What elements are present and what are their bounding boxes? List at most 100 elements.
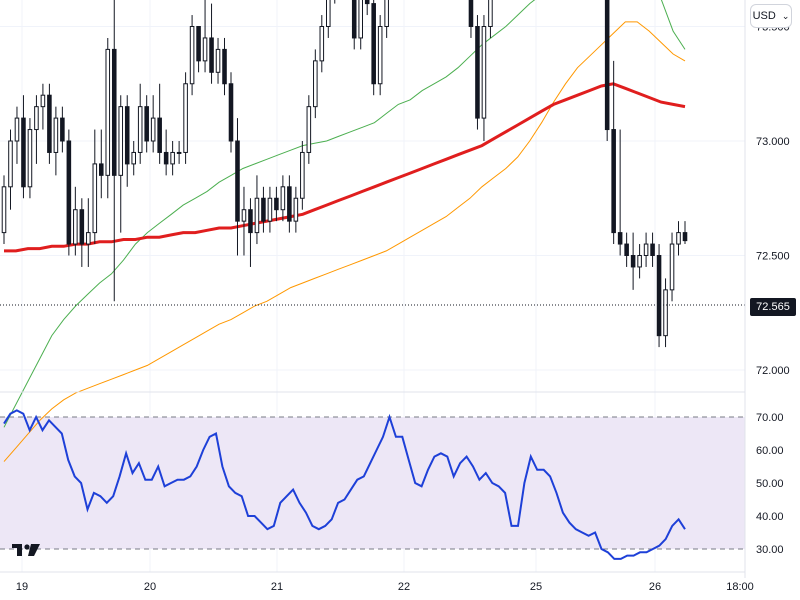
candle — [351, 0, 357, 50]
ma-mid-line — [3, 21, 686, 462]
currency-label: USD — [752, 10, 776, 22]
candle — [669, 232, 675, 302]
price-tick-label: 72.500 — [756, 251, 790, 263]
candle — [630, 232, 636, 290]
time-tick-label: 22 — [398, 581, 410, 593]
candle — [131, 141, 136, 176]
time-axis: 19 20 21 22 25 26 18:00 — [16, 581, 754, 593]
candle — [176, 141, 182, 164]
candle — [111, 0, 117, 302]
candle — [209, 3, 214, 84]
candle — [676, 221, 681, 256]
candle — [293, 186, 299, 233]
candle — [79, 198, 85, 267]
candle — [624, 232, 629, 267]
ma-slow-line — [4, 82, 686, 253]
candle — [163, 129, 169, 176]
candle — [371, 0, 376, 96]
rsi-axis: 70.00 60.00 50.00 40.00 30.00 — [756, 412, 784, 556]
last-price-tag: 72.565 — [750, 298, 796, 316]
candle — [124, 95, 130, 187]
candle — [604, 0, 610, 141]
candle — [21, 95, 26, 199]
candle — [235, 118, 240, 256]
time-tick-label: 26 — [649, 581, 661, 593]
candle — [481, 15, 487, 141]
time-tick-label: 18:00 — [726, 581, 754, 593]
candle — [241, 186, 247, 256]
candle — [248, 198, 253, 267]
price-tick-label: 73.000 — [756, 136, 790, 148]
candle — [254, 175, 260, 245]
price-tick-label: 72.000 — [756, 365, 790, 377]
chevron-down-icon: ⌄ — [781, 10, 790, 21]
rsi-tick-label: 40.00 — [756, 511, 784, 523]
candle — [663, 278, 668, 348]
candle — [274, 186, 279, 222]
candle — [157, 83, 162, 164]
candle — [267, 186, 273, 233]
rsi-tick-label: 30.00 — [756, 544, 784, 556]
rsi-bound-lines — [0, 416, 745, 550]
time-tick-label: 21 — [271, 581, 283, 593]
time-tick-label: 25 — [530, 581, 542, 593]
candle — [40, 83, 46, 130]
candle — [287, 175, 292, 233]
candle — [364, 0, 370, 16]
rsi-series — [3, 409, 686, 560]
rsi-tick-label: 60.00 — [756, 445, 784, 457]
ma-fast-line — [3, 0, 686, 428]
candle — [189, 15, 195, 96]
candle — [27, 118, 33, 199]
candle — [313, 49, 318, 119]
currency-selector-button[interactable]: USD ⌄ — [750, 4, 792, 28]
candle — [656, 244, 662, 348]
candle — [384, 0, 389, 38]
candle — [118, 95, 124, 233]
rsi-band — [0, 417, 745, 549]
rsi-tick-label: 70.00 — [756, 412, 784, 424]
candle — [637, 244, 642, 279]
candle — [326, 0, 331, 38]
candle — [377, 15, 383, 96]
candle — [73, 186, 78, 256]
candle — [617, 129, 623, 256]
time-tick-label: 20 — [144, 581, 156, 593]
candle — [488, 0, 493, 38]
candle — [682, 221, 688, 245]
candle — [475, 15, 480, 130]
candle — [34, 95, 39, 164]
candle — [215, 37, 221, 84]
candle — [66, 129, 72, 256]
candle — [306, 95, 312, 164]
candle — [170, 141, 175, 176]
candle — [86, 198, 91, 267]
candle — [137, 83, 143, 164]
candle — [611, 60, 616, 245]
candle — [92, 129, 98, 245]
candle — [650, 232, 655, 267]
candle — [300, 141, 305, 210]
tradingview-logo-icon — [12, 544, 40, 556]
candle — [60, 106, 65, 153]
candle — [8, 129, 13, 210]
candle — [222, 37, 227, 96]
candle — [99, 129, 104, 199]
candle — [280, 175, 286, 222]
candle — [261, 186, 266, 233]
moving-averages — [3, 0, 686, 462]
candle — [150, 95, 156, 153]
candle — [1, 175, 7, 245]
candle — [358, 0, 363, 50]
candle — [334, 0, 336, 4]
candle — [468, 0, 474, 38]
candle — [144, 95, 149, 153]
candle — [53, 106, 59, 176]
candle — [196, 26, 201, 73]
candle — [228, 72, 234, 153]
candle — [183, 72, 188, 164]
candle — [47, 83, 52, 164]
candlestick-series — [1, 0, 688, 348]
